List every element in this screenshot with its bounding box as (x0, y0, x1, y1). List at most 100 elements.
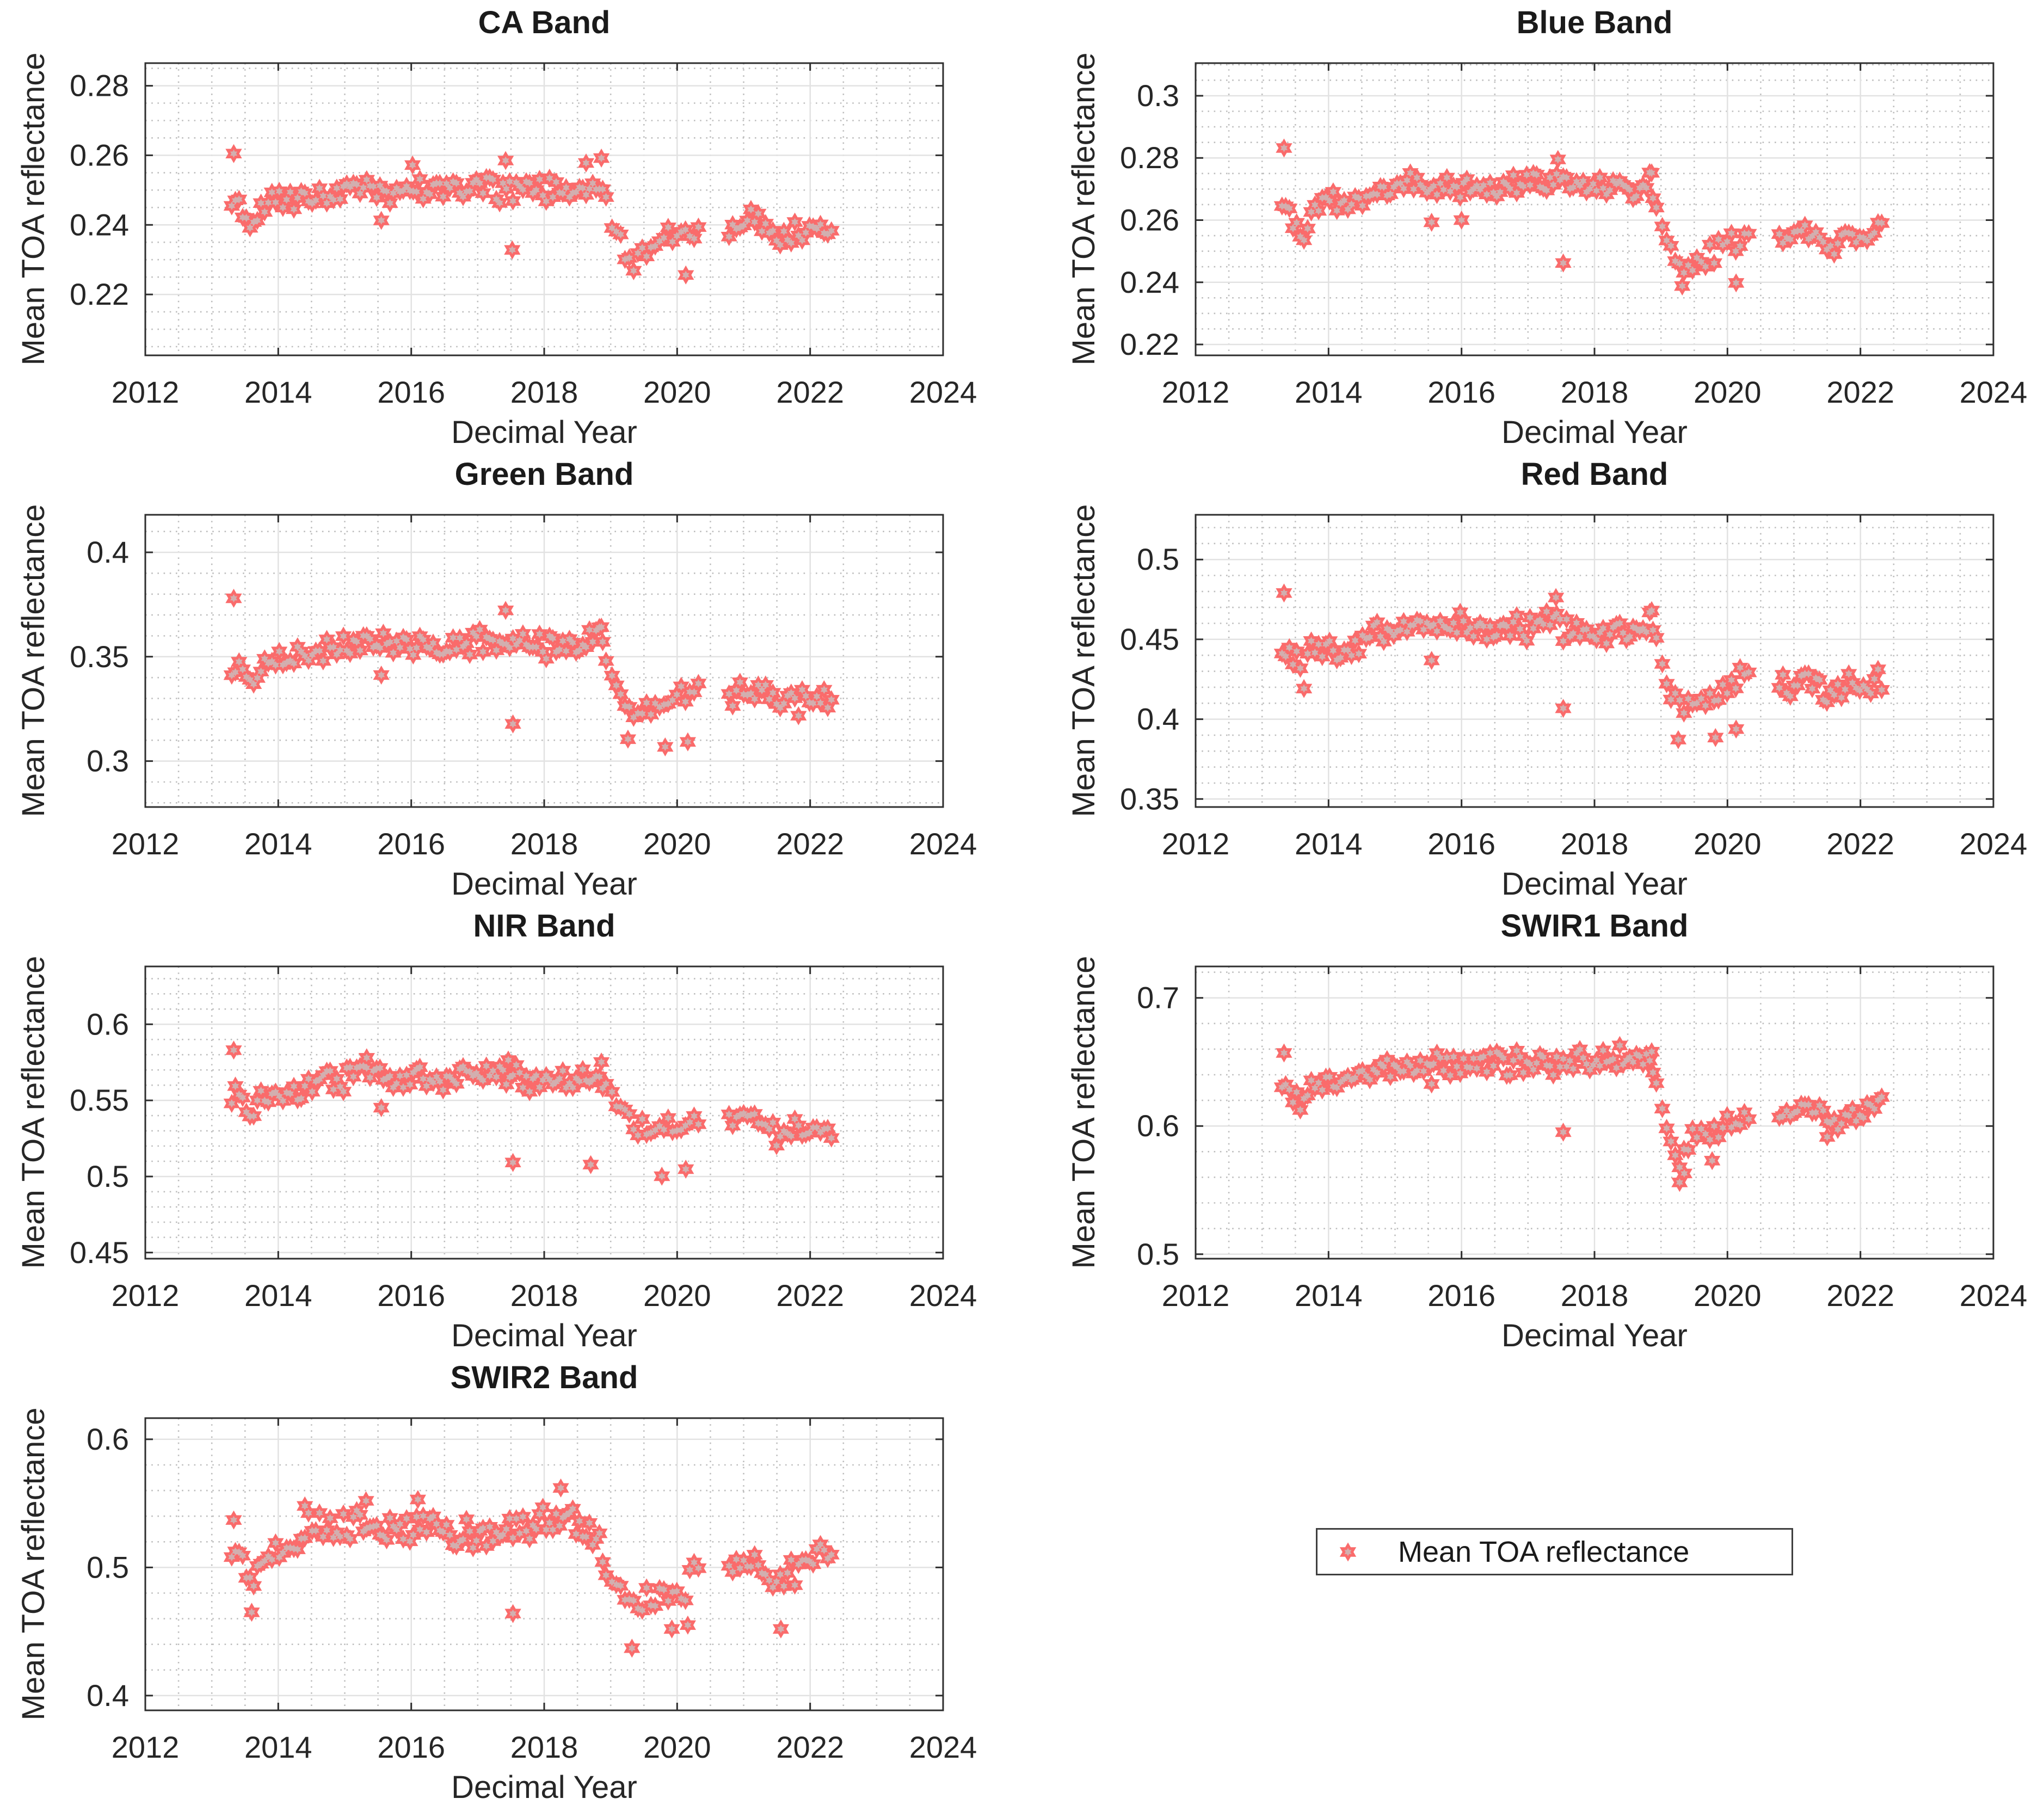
svg-text:2020: 2020 (643, 375, 711, 409)
x-axis-label: Decimal Year (1501, 1318, 1688, 1353)
plot-svg-red: 2012 2014 2016 2018 2020 2022 2024 0.35 0.4 0.45 0… (1120, 514, 2027, 861)
tick-labels: 2012 2014 2016 2018 2020 2022 2024 0.45 0.5 0.55 0… (70, 1007, 977, 1313)
svg-text:2022: 2022 (776, 827, 844, 861)
svg-text:2014: 2014 (244, 375, 312, 409)
plot-svg-blue: 2012 2014 2016 2018 2020 2022 2024 0.22 0.24 0.26… (1120, 62, 2027, 409)
svg-text:2024: 2024 (909, 827, 977, 861)
svg-text:2016: 2016 (1427, 1278, 1495, 1313)
x-axis-label: Decimal Year (451, 1318, 637, 1353)
axis-ticks (1195, 966, 1994, 1259)
svg-text:2016: 2016 (1427, 375, 1495, 409)
grid-major (145, 966, 943, 1259)
svg-text:2018: 2018 (510, 1278, 578, 1313)
data-points (223, 144, 840, 285)
svg-text:0.6: 0.6 (1137, 1108, 1179, 1143)
svg-text:2014: 2014 (1295, 375, 1363, 409)
x-axis-label: Decimal Year (1501, 866, 1688, 902)
svg-text:2016: 2016 (377, 827, 445, 861)
axis-ticks (1195, 515, 1994, 807)
plot-title: Blue Band (1516, 5, 1673, 40)
subplot-swir1-band: SWIR1 Band Mean TOA reflectance Decimal … (1050, 903, 2044, 1355)
tick-labels: 2012 2014 2016 2018 2020 2022 2024 0.4 0.5 0.6 (87, 1422, 977, 1764)
svg-text:2022: 2022 (1826, 375, 1894, 409)
plot-title: CA Band (478, 5, 611, 40)
svg-text:0.5: 0.5 (87, 1550, 129, 1584)
data-points (223, 588, 840, 756)
axis-ticks (144, 63, 944, 355)
svg-text:2016: 2016 (377, 375, 445, 409)
svg-text:2018: 2018 (1561, 375, 1629, 409)
svg-text:0.26: 0.26 (1120, 203, 1179, 237)
svg-text:0.24: 0.24 (70, 207, 129, 242)
svg-text:0.26: 0.26 (70, 138, 129, 172)
axis-ticks (144, 1418, 944, 1710)
axis-ticks (144, 966, 944, 1259)
svg-text:2022: 2022 (776, 1730, 844, 1764)
svg-text:2022: 2022 (776, 375, 844, 409)
svg-text:2024: 2024 (909, 375, 977, 409)
x-axis-label: Decimal Year (1501, 415, 1688, 450)
plot-svg-nir: 2012 2014 2016 2018 2020 2022 2024 0.45 0.5 0.55 0… (70, 965, 977, 1313)
svg-text:2014: 2014 (244, 1730, 312, 1764)
svg-text:2024: 2024 (1960, 827, 2028, 861)
data-points (1273, 1036, 1890, 1192)
data-points (1273, 138, 1890, 296)
plot-title: Red Band (1520, 457, 1669, 492)
svg-text:2020: 2020 (643, 1730, 711, 1764)
plot-title: Green Band (454, 457, 634, 492)
svg-text:0.3: 0.3 (87, 744, 129, 778)
svg-text:0.6: 0.6 (87, 1007, 129, 1041)
svg-text:0.4: 0.4 (87, 535, 129, 569)
svg-text:2024: 2024 (1960, 1278, 2028, 1313)
subplot-red-band: Red Band Mean TOA reflectance Decimal Ye… (1050, 452, 2044, 903)
svg-text:2018: 2018 (1561, 1278, 1629, 1313)
plot-title: SWIR1 Band (1500, 908, 1689, 944)
grid-major (1196, 63, 1993, 355)
svg-text:2024: 2024 (1960, 375, 2028, 409)
subplot-ca-band: CA Band Mean TOA reflectance Decimal Yea… (0, 0, 994, 452)
svg-text:2022: 2022 (1826, 827, 1894, 861)
svg-text:2022: 2022 (1826, 1278, 1894, 1313)
plot-title: SWIR2 Band (450, 1360, 638, 1395)
svg-text:2016: 2016 (377, 1278, 445, 1313)
svg-text:0.24: 0.24 (1120, 265, 1179, 299)
svg-text:2018: 2018 (510, 1730, 578, 1764)
plot-svg-ca: 2012 2014 2016 2018 2020 2022 2024 0.22 0.24 0.26… (70, 62, 977, 409)
svg-text:0.35: 0.35 (70, 639, 129, 674)
plot-svg-green: 2012 2014 2016 2018 2020 2022 2024 0.3 0.35 0.4 (70, 514, 977, 861)
svg-text:2020: 2020 (1694, 375, 1762, 409)
svg-text:2016: 2016 (1427, 827, 1495, 861)
tick-labels: 2012 2014 2016 2018 2020 2022 2024 0.22 0.24 0.26… (1120, 78, 2027, 409)
tick-labels: 2012 2014 2016 2018 2020 2022 2024 0.22 0.24 0.26… (70, 69, 977, 409)
svg-text:2022: 2022 (776, 1278, 844, 1313)
svg-text:2012: 2012 (1162, 827, 1230, 861)
subplot-nir-band: NIR Band Mean TOA reflectance Decimal Ye… (0, 903, 994, 1355)
svg-text:2024: 2024 (909, 1730, 977, 1764)
svg-text:0.22: 0.22 (1120, 327, 1179, 361)
svg-text:0.7: 0.7 (1137, 981, 1179, 1015)
svg-text:0.4: 0.4 (1137, 702, 1179, 736)
svg-text:2020: 2020 (1694, 827, 1762, 861)
svg-text:2018: 2018 (510, 827, 578, 861)
x-axis-label: Decimal Year (451, 866, 637, 902)
svg-text:2020: 2020 (1694, 1278, 1762, 1313)
svg-text:2014: 2014 (244, 827, 312, 861)
svg-text:2014: 2014 (1295, 827, 1363, 861)
x-axis-label: Decimal Year (451, 1770, 637, 1805)
axis-ticks (144, 515, 944, 807)
svg-text:0.45: 0.45 (1120, 622, 1179, 656)
svg-text:2016: 2016 (377, 1730, 445, 1764)
svg-text:0.5: 0.5 (1137, 542, 1179, 576)
svg-text:0.55: 0.55 (70, 1083, 129, 1117)
subplot-swir2-band: SWIR2 Band Mean TOA reflectance Decimal … (0, 1355, 994, 1817)
svg-text:2020: 2020 (643, 1278, 711, 1313)
tick-labels: 2012 2014 2016 2018 2020 2022 2024 0.35 0.4 0.45 0… (1120, 542, 2027, 861)
svg-text:2018: 2018 (1561, 827, 1629, 861)
data-points (223, 1478, 840, 1658)
plot-title: NIR Band (473, 908, 615, 944)
tick-labels: 2012 2014 2016 2018 2020 2022 2024 0.5 0.6 0.7 (1137, 981, 2027, 1313)
svg-text:2014: 2014 (1295, 1278, 1363, 1313)
svg-text:2012: 2012 (112, 1278, 180, 1313)
plot-svg-swir2: 2012 2014 2016 2018 2020 2022 2024 0.4 0.5 0.6 (87, 1417, 977, 1764)
svg-text:2012: 2012 (112, 827, 180, 861)
